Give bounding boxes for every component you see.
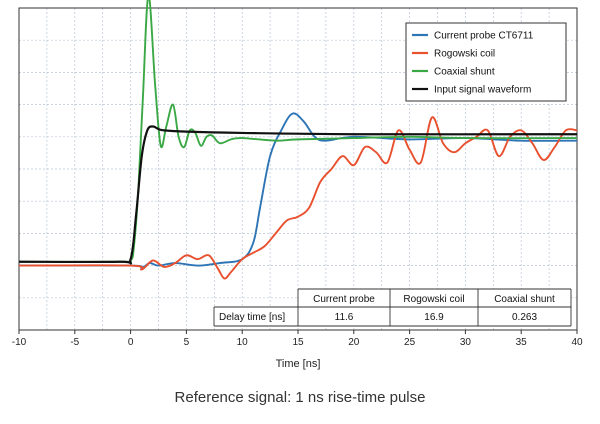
table-value-cell: 11.6 (335, 312, 354, 323)
x-tick-label: 10 (237, 337, 249, 348)
x-tick-label: 20 (348, 337, 360, 348)
table-header-cell: Current probe (313, 294, 375, 305)
x-axis-ticks: -10 -5 0 5 10 15 20 25 30 35 40 (12, 330, 583, 348)
x-tick-label: 0 (128, 337, 134, 348)
table-header-cell: Coaxial shunt (494, 294, 555, 305)
x-axis-title: Time [ns] (276, 358, 321, 370)
table-header-cell: Rogowski coil (403, 294, 464, 305)
table-header-bg (298, 289, 571, 307)
series-line-rogowski-coil (18, 116, 578, 280)
legend-label: Rogowski coil (434, 49, 495, 60)
legend-label: Current probe CT6711 (434, 31, 534, 42)
table-row-header: Delay time [ns] (219, 312, 285, 323)
x-tick-label: 35 (516, 337, 528, 348)
x-tick-label: 15 (292, 337, 304, 348)
series-lines (18, 0, 578, 280)
x-tick-label: 5 (184, 337, 190, 348)
legend-box (405, 22, 567, 102)
table-value-cell: 16.9 (424, 312, 444, 323)
legend-label: Input signal waveform (434, 85, 531, 96)
figure-caption: Reference signal: 1 ns rise-time pulse (174, 389, 426, 406)
x-tick-label: 30 (460, 337, 472, 348)
table-value-cell: 0.263 (512, 312, 537, 323)
delay-time-table: Current probe Rogowski coil Coaxial shunt D… (213, 288, 572, 327)
x-tick-label: 25 (404, 337, 416, 348)
x-tick-label: 40 (571, 337, 583, 348)
legend-label: Coaxial shunt (434, 67, 495, 78)
grid (18, 7, 578, 331)
x-tick-label: -10 (12, 337, 27, 348)
x-tick-label: -5 (70, 337, 79, 348)
legend: Current probe CT6711 Rogowski coil Coaxial… (405, 22, 567, 102)
table-row-bg (214, 307, 571, 326)
series-line-input-signal-waveform (18, 125, 578, 265)
